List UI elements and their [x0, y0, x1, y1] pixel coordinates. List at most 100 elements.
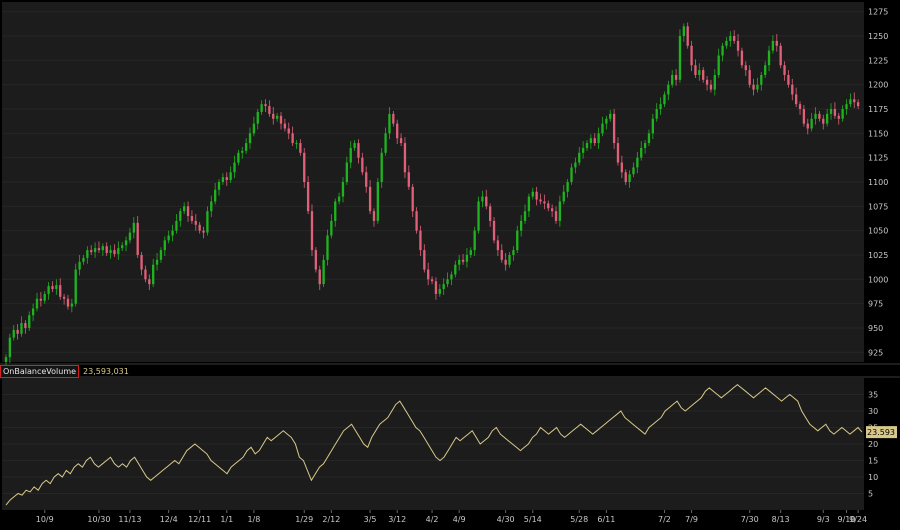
candle-body — [651, 118, 655, 134]
x-axis-tick-label: 2/12 — [322, 515, 340, 524]
candle-body — [798, 104, 802, 110]
candle-body — [481, 196, 484, 202]
candle-body — [764, 65, 767, 75]
candle-body — [783, 65, 786, 75]
candle-body — [411, 186, 414, 212]
candle-body — [554, 211, 558, 221]
candle-body — [78, 261, 81, 270]
candle-body — [275, 115, 279, 119]
candle-body — [539, 199, 542, 202]
candle-body — [248, 133, 252, 144]
candle-body — [268, 106, 271, 114]
candle-body — [562, 191, 565, 202]
candle-body — [225, 177, 228, 181]
candle-body — [186, 206, 190, 217]
candle-body — [140, 254, 143, 270]
candle-body — [175, 220, 178, 231]
candle-body — [767, 50, 771, 66]
candle-body — [295, 143, 298, 145]
candle-body — [748, 70, 751, 85]
candle-body — [303, 152, 306, 182]
candle-body — [117, 248, 120, 254]
x-axis-tick-label: 12/11 — [188, 515, 211, 524]
candle-body — [492, 220, 496, 241]
x-axis-tick-label: 4/9 — [453, 515, 466, 524]
candle-body — [744, 65, 747, 71]
candle-body — [28, 315, 31, 328]
candle-body — [396, 123, 399, 139]
candle-body — [523, 211, 527, 221]
candle-body — [349, 147, 352, 163]
candle-body — [760, 74, 763, 85]
price-axis-tick: 1275 — [868, 8, 888, 17]
x-axis-tick-label: 11/13 — [118, 515, 141, 524]
candle-body — [388, 113, 391, 134]
candle-body — [531, 191, 534, 197]
x-axis-tick-label: 8/13 — [772, 515, 790, 524]
candle-body — [12, 329, 15, 338]
candle-body — [121, 245, 124, 249]
candle-body — [516, 230, 519, 251]
candle-body — [86, 250, 89, 258]
candle-body — [372, 211, 376, 221]
candle-body — [217, 182, 221, 190]
x-axis-tick-label: 12/4 — [160, 515, 178, 524]
candle-body — [667, 84, 670, 95]
candle-body — [24, 323, 27, 328]
x-axis-tick-label: 7/2 — [658, 515, 671, 524]
candle-body — [620, 162, 624, 173]
candle-body — [609, 113, 612, 119]
candle-body — [605, 118, 608, 124]
candle-body — [31, 308, 35, 316]
candle-body — [791, 84, 794, 95]
x-axis-tick-label: 7/9 — [685, 515, 698, 524]
candle-body — [210, 201, 213, 212]
candle-body — [35, 298, 39, 309]
candle-body — [508, 254, 511, 265]
candle-body — [206, 211, 209, 233]
candle-body — [82, 257, 85, 262]
candle-body — [822, 118, 825, 124]
candle-body — [430, 279, 434, 282]
x-axis-tick-label: 9/10 — [838, 515, 856, 524]
candle-body — [550, 208, 554, 212]
candle-body — [736, 40, 740, 51]
x-axis-tick-label: 1/8 — [247, 515, 260, 524]
candle-body — [477, 201, 480, 231]
study-name-label[interactable]: OnBalanceVolume — [0, 364, 80, 378]
x-axis-tick-label: 5/28 — [570, 515, 588, 524]
candle-body — [229, 172, 232, 181]
price-axis-tick: 1150 — [868, 129, 888, 138]
candle-body — [341, 182, 345, 197]
candle-body — [128, 232, 132, 241]
candle-body — [221, 177, 225, 182]
candle-body — [8, 337, 12, 358]
candle-body — [469, 250, 472, 255]
candle-body — [233, 162, 236, 173]
price-axis-tick: 1125 — [868, 154, 888, 163]
candle-body — [62, 296, 66, 299]
candle-body — [756, 84, 759, 90]
candle-body — [713, 74, 716, 90]
candle-body — [496, 240, 500, 251]
candle-body — [198, 224, 201, 231]
candle-body — [682, 26, 685, 37]
candle-body — [43, 293, 46, 301]
candle-body — [647, 133, 651, 144]
candle-body — [690, 45, 693, 66]
candle-body — [640, 147, 643, 158]
candle-body — [485, 196, 488, 207]
x-axis-tick-label: 1/1 — [220, 515, 233, 524]
price-axis-tick: 1050 — [868, 227, 888, 236]
candle-body — [806, 123, 809, 129]
x-axis-tick-label: 9/3 — [817, 515, 830, 524]
candle-body — [752, 84, 755, 90]
candle-body — [241, 150, 244, 153]
candle-body — [794, 94, 798, 105]
candle-body — [779, 45, 782, 66]
candle-body — [643, 143, 647, 148]
candle-body — [578, 152, 581, 163]
candle-body — [519, 220, 523, 231]
